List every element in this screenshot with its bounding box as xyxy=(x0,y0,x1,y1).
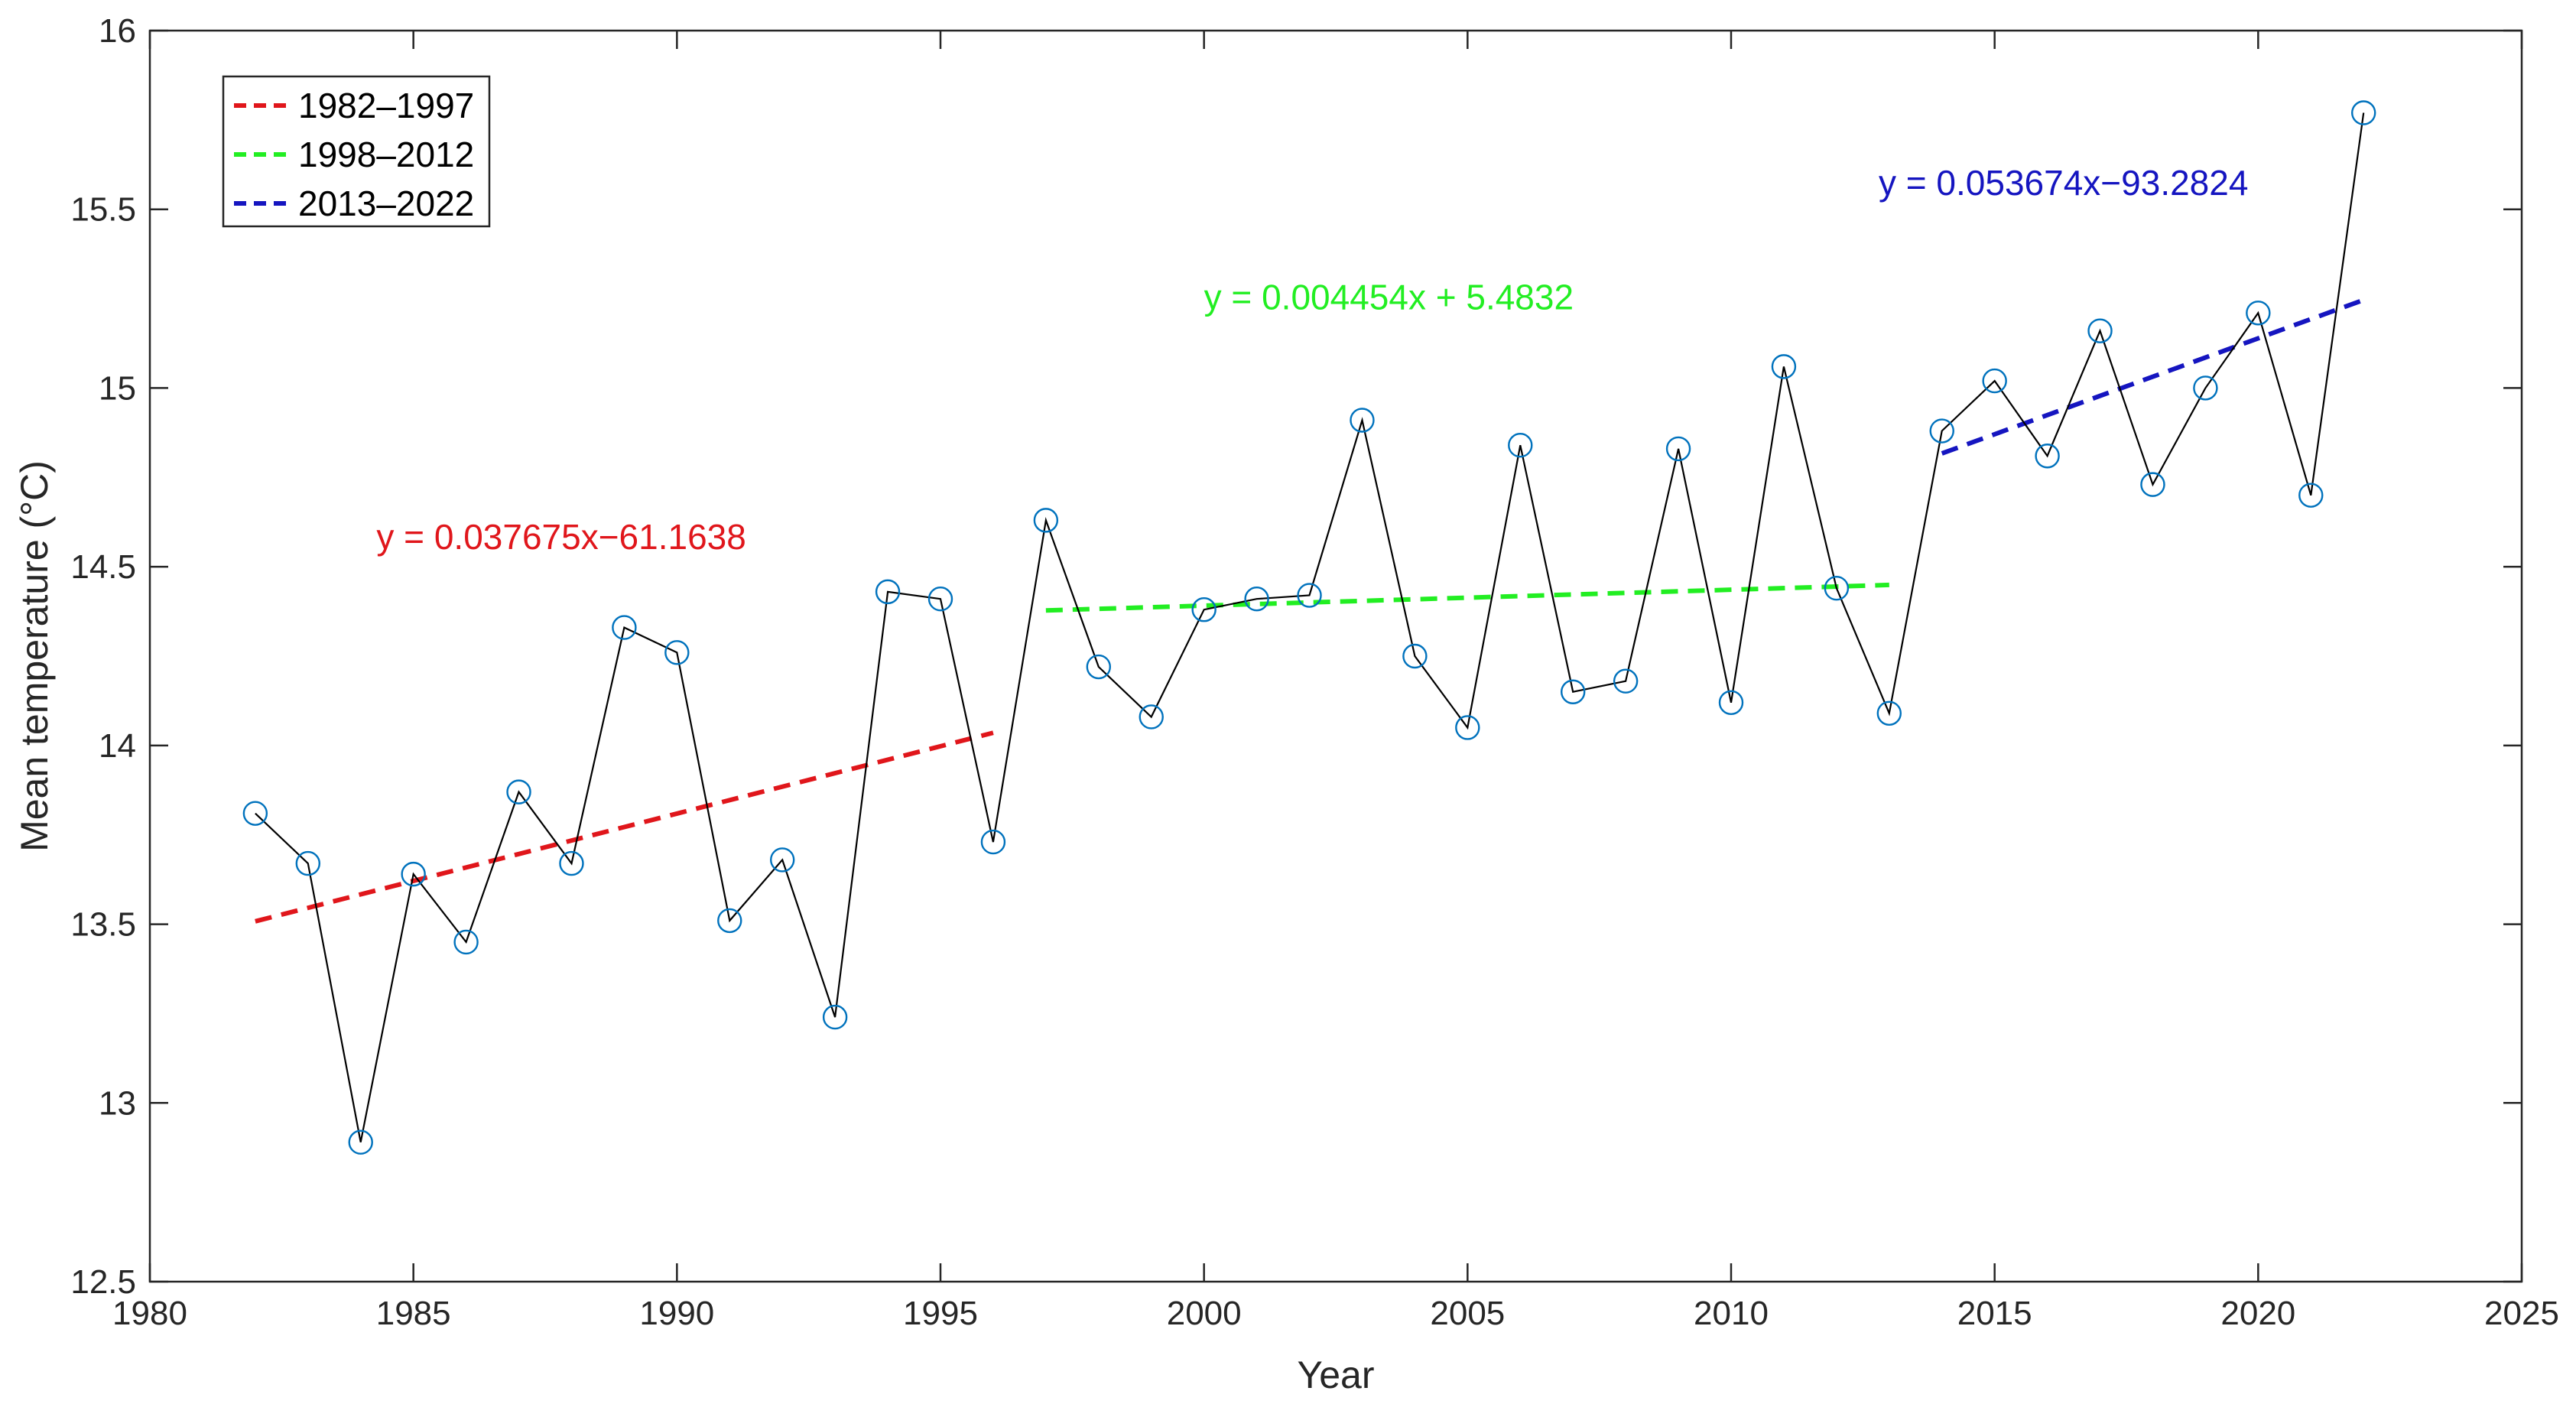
x-tick-label: 1995 xyxy=(903,1295,978,1332)
data-point xyxy=(2350,100,2376,125)
trend-equation-2: y = 0.004454x + 5.4832 xyxy=(1204,278,1574,317)
legend-label-2: 1998–2012 xyxy=(298,135,474,174)
series-line xyxy=(255,112,2365,1142)
data-point xyxy=(295,850,320,876)
x-axis-label: Year xyxy=(1297,1354,1374,1396)
data-series xyxy=(242,100,2376,1155)
data-point xyxy=(1297,583,1322,608)
data-point xyxy=(1876,700,1902,726)
data-point xyxy=(875,579,901,605)
data-point xyxy=(770,847,795,873)
data-point xyxy=(1665,436,1691,462)
y-tick-label: 14 xyxy=(99,727,136,765)
trend-equations: y = 0.037675x−61.1638 y = 0.004454x + 5.4… xyxy=(376,163,2248,557)
data-point xyxy=(664,640,690,665)
y-tick-label: 15.5 xyxy=(70,191,136,229)
data-point xyxy=(2140,472,2165,497)
x-tick-label: 2005 xyxy=(1430,1295,1505,1332)
trend-line-1 xyxy=(255,730,994,924)
data-point xyxy=(1718,690,1744,715)
data-point xyxy=(1771,354,1797,379)
legend-box xyxy=(222,75,491,228)
data-point xyxy=(1350,408,1375,433)
data-point xyxy=(1508,433,1533,458)
data-point xyxy=(401,861,426,887)
data-point xyxy=(1455,715,1480,740)
y-tick-label: 14.5 xyxy=(70,548,136,586)
data-point xyxy=(1139,704,1164,730)
data-point xyxy=(1982,368,2007,394)
trend-line-3 xyxy=(1941,297,2365,456)
axes: 1980 1985 1990 1995 2000 2005 2010 2015 2020 2025… xyxy=(13,12,2559,1396)
data-point xyxy=(1033,508,1059,533)
data-point xyxy=(1560,679,1586,704)
y-tick-label: 15 xyxy=(99,369,136,407)
data-point xyxy=(1244,587,1269,612)
data-point xyxy=(717,908,742,934)
data-point xyxy=(348,1129,373,1155)
x-tick-label: 2010 xyxy=(1694,1295,1769,1332)
data-point xyxy=(1929,418,1954,444)
x-tick-label: 1990 xyxy=(639,1295,714,1332)
x-tick-label: 1985 xyxy=(376,1295,451,1332)
x-tick-label: 2015 xyxy=(1957,1295,2032,1332)
data-point xyxy=(612,615,637,640)
trend-equation-3: y = 0.053674x−93.2824 xyxy=(1879,163,2248,203)
y-tick-label: 16 xyxy=(99,12,136,50)
y-tick-label: 13 xyxy=(99,1084,136,1122)
data-point xyxy=(1191,597,1217,622)
legend-label-1: 1982–1997 xyxy=(298,86,474,125)
data-point xyxy=(559,850,584,876)
data-point xyxy=(1086,654,1112,680)
data-point xyxy=(453,929,479,955)
data-point xyxy=(506,779,531,804)
legend: 1982–1997 1998–2012 2013–2022 xyxy=(222,75,491,228)
y-axis-label: Mean temperature (°C) xyxy=(13,460,56,852)
data-point xyxy=(2193,375,2218,401)
y-tick-label: 13.5 xyxy=(70,906,136,944)
data-point xyxy=(1613,668,1639,694)
trend-equation-1: y = 0.037675x−61.1638 xyxy=(376,517,746,557)
data-point xyxy=(2298,483,2324,508)
data-point xyxy=(927,587,953,612)
x-tick-label: 2020 xyxy=(2220,1295,2295,1332)
data-point xyxy=(980,829,1006,855)
data-point xyxy=(1824,575,1850,601)
data-point xyxy=(2246,301,2271,326)
data-point xyxy=(1402,643,1428,669)
data-point xyxy=(2035,444,2060,469)
plot-box xyxy=(148,29,2523,1283)
legend-label-3: 2013–2022 xyxy=(298,184,474,223)
data-point xyxy=(822,1004,848,1030)
data-point xyxy=(2087,318,2113,343)
x-tick-label: 2025 xyxy=(2484,1295,2559,1332)
x-tick-label: 1980 xyxy=(112,1295,187,1332)
data-point xyxy=(242,801,268,826)
x-tick-label: 2000 xyxy=(1167,1295,1242,1332)
y-tick-label: 12.5 xyxy=(70,1263,136,1301)
